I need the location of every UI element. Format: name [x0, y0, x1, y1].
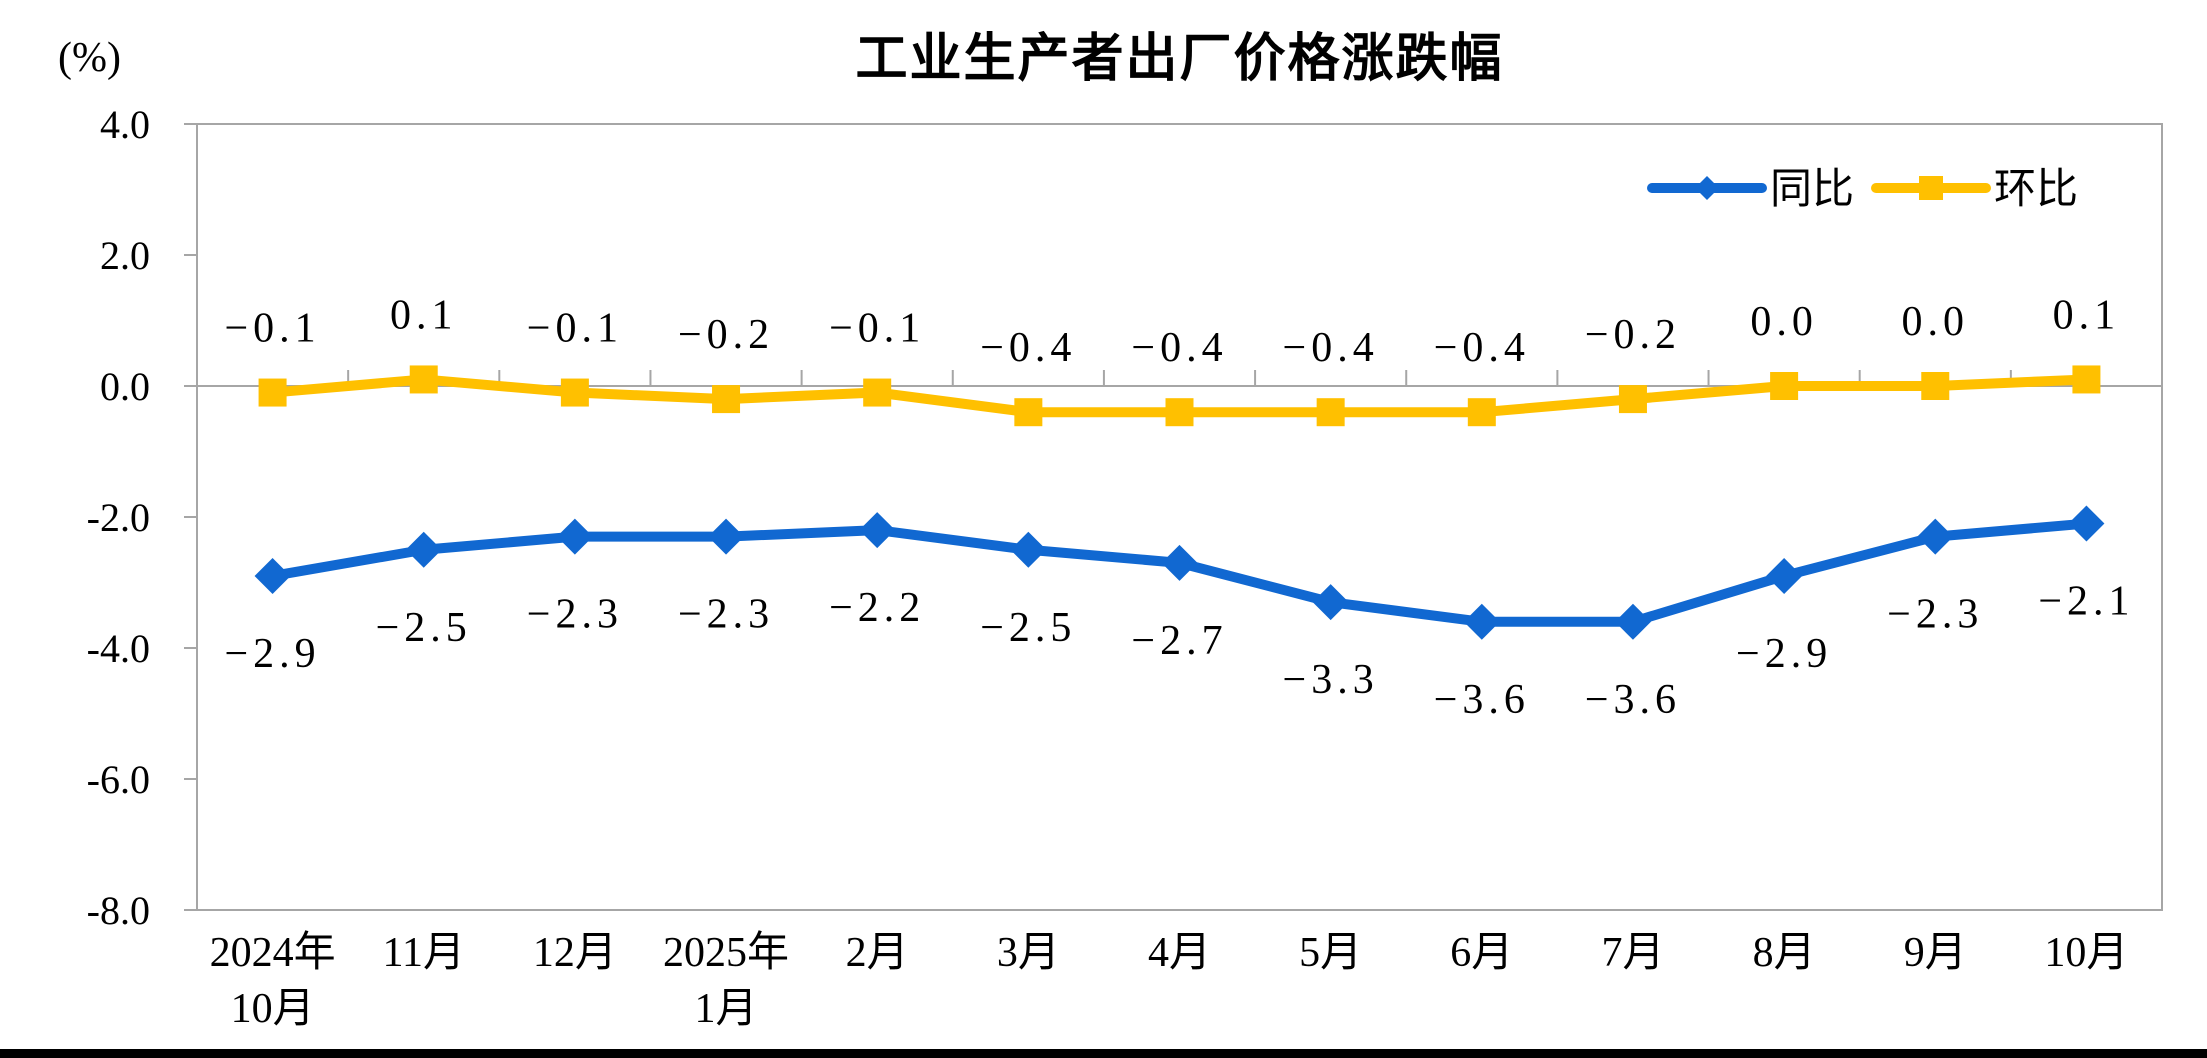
legend-label: 同比 [1770, 167, 1854, 213]
data-label: −0.4 [980, 325, 1076, 371]
y-axis-label: -4.0 [87, 626, 150, 671]
data-label: −2.7 [1131, 618, 1227, 664]
data-label: 0.0 [1902, 299, 1970, 345]
x-axis-label: 3月 [997, 930, 1060, 976]
data-point-marker [1467, 398, 1496, 427]
data-point-marker [1014, 398, 1043, 427]
y-axis-label: 2.0 [100, 233, 150, 278]
y-axis-label: -8.0 [87, 888, 150, 933]
data-point-marker [863, 378, 892, 407]
data-point-marker [1010, 531, 1047, 568]
data-label: −3.3 [1283, 657, 1379, 703]
x-axis-label: 10月 [231, 986, 315, 1032]
x-axis-label: 2024年 [210, 929, 336, 976]
data-label: −2.2 [829, 585, 925, 631]
y-axis-label: 0.0 [100, 364, 150, 409]
data-point-marker [1618, 385, 1647, 414]
data-point-marker [859, 512, 896, 549]
data-label: −0.4 [1131, 325, 1227, 371]
data-point-marker [556, 518, 593, 555]
footer-rule [0, 1049, 2207, 1058]
data-label: −0.2 [1585, 312, 1681, 358]
legend-item-yoy: 同比 [1647, 167, 1854, 213]
data-label: −3.6 [1434, 677, 1530, 723]
data-point-marker [712, 385, 741, 414]
x-axis-label: 4月 [1148, 930, 1211, 976]
data-point-marker [1165, 398, 1194, 427]
data-point-marker [258, 378, 287, 407]
x-axis-label: 10月 [2044, 930, 2128, 976]
legend-marker-square [1919, 176, 1943, 200]
data-point-marker [1766, 557, 1803, 594]
x-axis-label: 6月 [1450, 930, 1513, 976]
data-label: −0.1 [829, 306, 925, 352]
data-point-marker [1463, 603, 1500, 640]
data-label: −2.5 [376, 605, 472, 651]
x-axis-label: 11月 [383, 930, 465, 976]
data-label: −2.1 [2038, 579, 2134, 625]
legend-marker-diamond [1695, 176, 1719, 200]
data-label: 0.1 [2053, 292, 2121, 338]
data-point-marker [1917, 518, 1954, 555]
data-point-marker [409, 365, 438, 394]
plot-border [196, 123, 2163, 911]
data-point-marker [1921, 372, 1950, 400]
data-point-marker [1770, 372, 1799, 400]
data-label: −2.3 [1887, 592, 1983, 638]
x-axis-label: 9月 [1904, 930, 1967, 976]
data-point-marker [405, 531, 442, 568]
x-axis-label: 2月 [846, 930, 909, 976]
data-label: −2.9 [1736, 631, 1832, 677]
x-axis-label: 1月 [695, 986, 758, 1032]
data-label: −2.3 [678, 592, 774, 638]
data-label: −0.2 [678, 312, 774, 358]
y-axis-label: -2.0 [87, 495, 150, 540]
x-axis-label: 5月 [1299, 930, 1362, 976]
data-point-marker [2072, 365, 2101, 394]
y-axis-unit-label: (%) [58, 35, 121, 81]
data-point-marker [708, 518, 745, 555]
y-axis-label: 4.0 [100, 102, 150, 147]
data-label: −3.6 [1585, 677, 1681, 723]
data-label: −0.4 [1283, 325, 1379, 371]
legend: 同比 环比 [1647, 167, 2078, 213]
data-point-marker [1614, 603, 1651, 640]
data-label: 0.0 [1750, 299, 1818, 345]
data-label: −2.5 [980, 605, 1076, 651]
x-axis-label: 2025年 [663, 929, 789, 976]
data-label: −0.1 [224, 306, 320, 352]
data-point-marker [1316, 398, 1345, 427]
data-point-marker [1161, 544, 1198, 581]
data-point-marker [560, 378, 589, 407]
data-label: 0.1 [390, 292, 458, 338]
data-point-marker [1312, 584, 1349, 621]
data-label: −0.1 [527, 306, 623, 352]
data-label: −2.3 [527, 592, 623, 638]
x-axis-label: 12月 [533, 930, 617, 976]
data-label: −0.4 [1434, 325, 1530, 371]
y-axis-label: -6.0 [87, 757, 150, 802]
x-axis-label: 7月 [1601, 930, 1664, 976]
data-label: −2.9 [224, 631, 320, 677]
data-point-marker [254, 557, 291, 594]
data-point-marker [2068, 505, 2105, 542]
x-axis-label: 8月 [1753, 930, 1816, 976]
chart-title: 工业生产者出厂价格涨跌幅 [855, 30, 1504, 88]
legend-label: 环比 [1994, 167, 2078, 213]
legend-item-mom: 环比 [1871, 167, 2078, 213]
